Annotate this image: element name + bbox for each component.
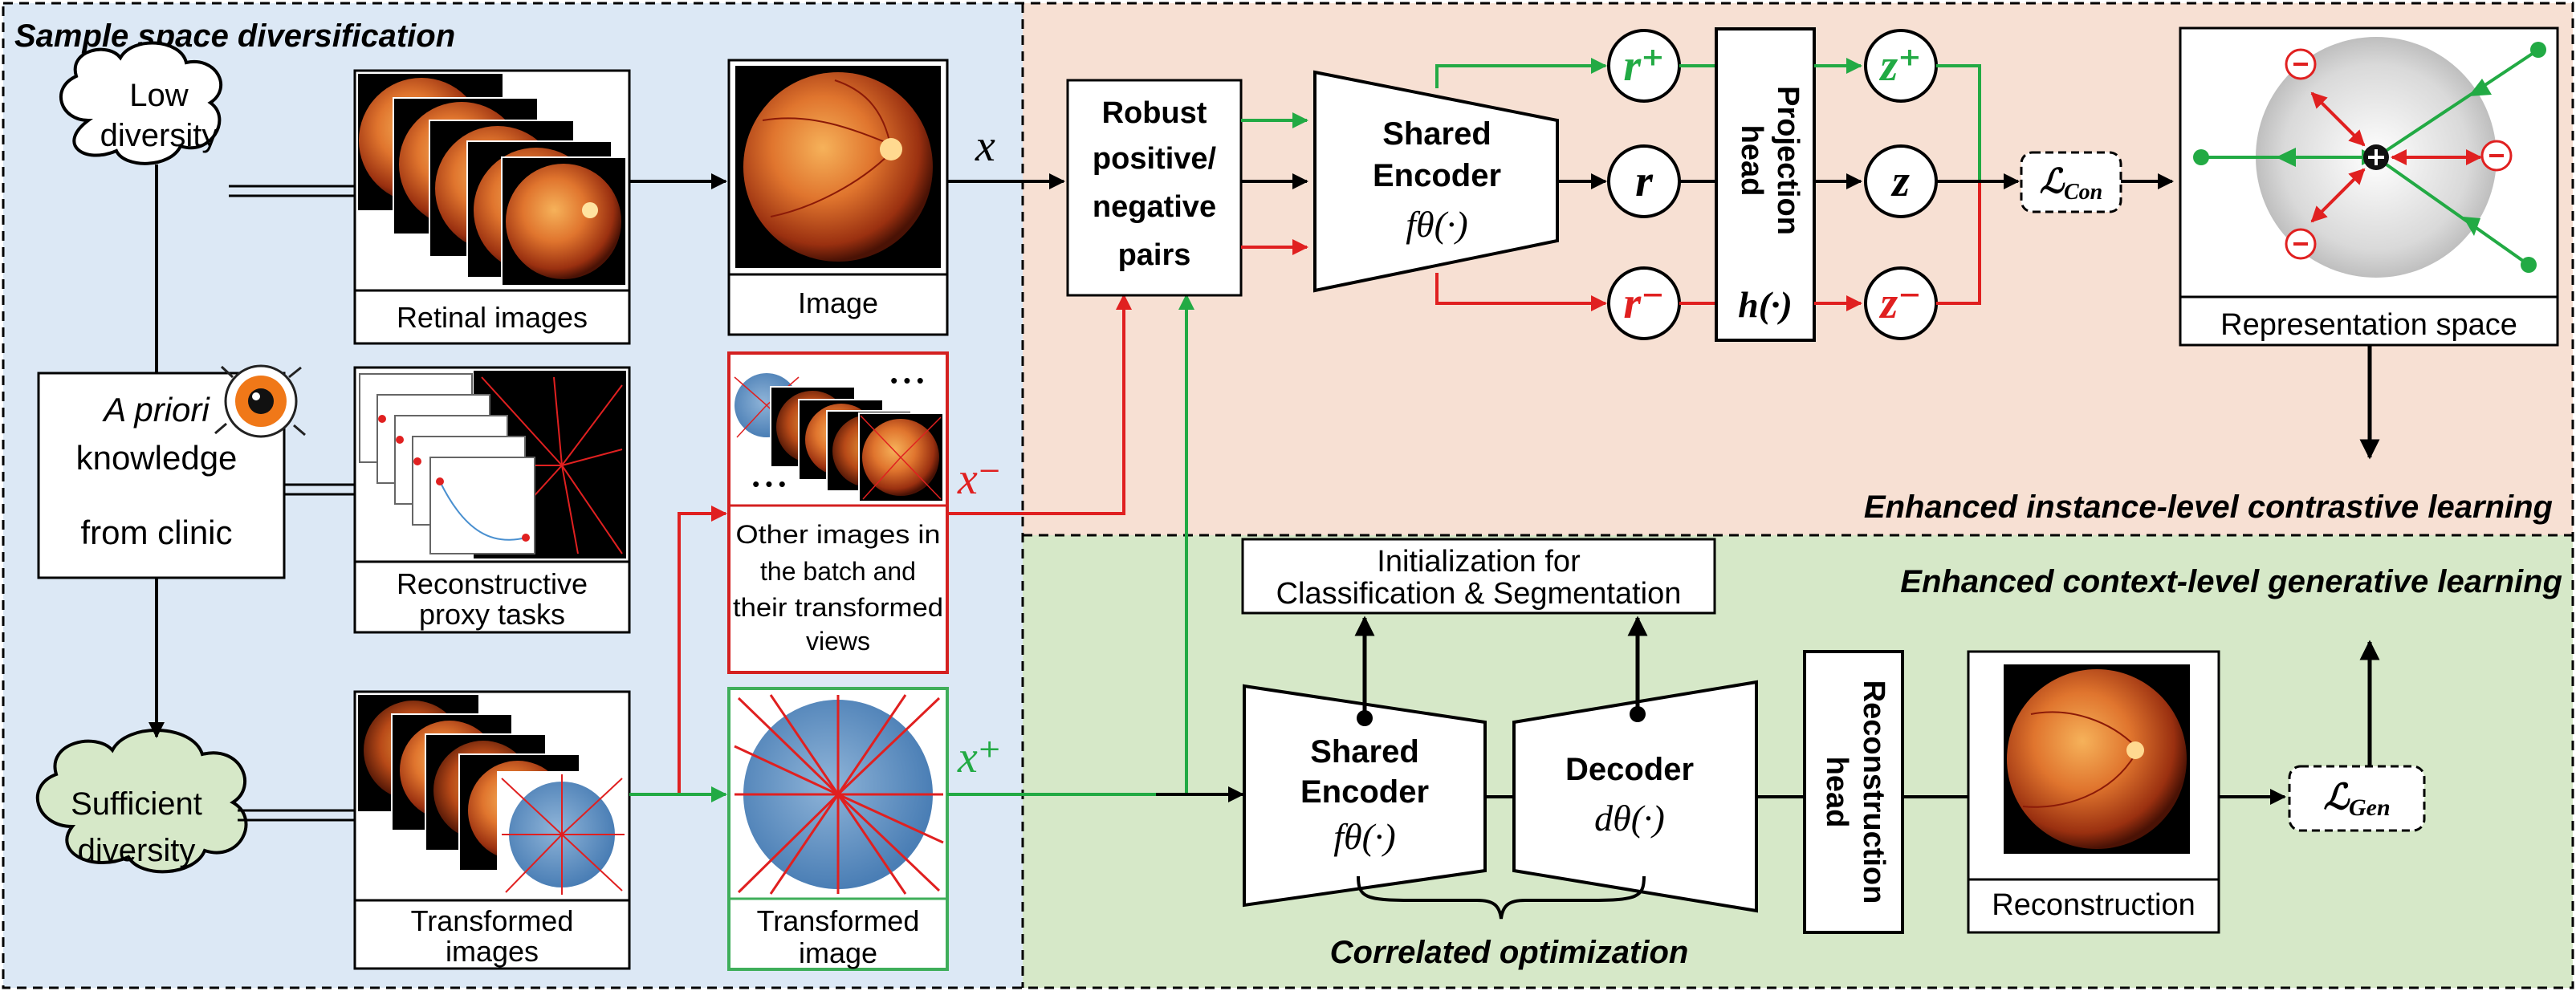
x-label: x [975, 121, 995, 171]
loss-con-label: ℒCon [2040, 164, 2103, 205]
loss-gen-label: ℒGen [2323, 778, 2390, 821]
sample-space-title: Sample space diversification [14, 18, 455, 54]
reconstruction-card: Reconstruction [1967, 650, 2220, 934]
sufficient-diversity-line2: diversity [78, 833, 196, 868]
ellipsis-bottom: • • • [752, 472, 786, 496]
transformed-images-caption-line1: Transformed [411, 904, 574, 937]
correlated-optimization-label: Correlated optimization [1330, 935, 1689, 970]
decoder-label: Decoder [1565, 752, 1694, 787]
reconstructive-caption-line2: proxy tasks [419, 598, 565, 631]
z-plus-label: z⁺ [1878, 41, 1921, 91]
reconstruction-head-line2: head [1820, 757, 1854, 828]
retinal-stack [358, 74, 627, 286]
shared-encoder-bottom: Shared Encoder fθ(·) [1243, 684, 1487, 908]
shared-encoder-top: Shared Encoder fθ(·) [1313, 70, 1559, 293]
transformed-stack [358, 695, 625, 898]
reconstruction-head-line1: Reconstruction [1857, 680, 1890, 904]
init-line2: Classification & Segmentation [1276, 577, 1682, 611]
r-minus-label: r⁻ [1623, 278, 1664, 328]
other-images-line2: the batch and [760, 557, 916, 586]
projection-head-box: Projection head h(·) [1715, 27, 1816, 342]
decoder: Decoder dθ(·) [1512, 680, 1758, 913]
r-plus-label: r⁺ [1623, 41, 1664, 91]
z-minus-node: z⁻ [1864, 266, 1938, 340]
x-minus-label: x⁻ [957, 454, 1001, 504]
sufficient-diversity-cloud: Sufficient diversity [35, 729, 248, 874]
z-node: z [1864, 144, 1938, 218]
ellipsis-top: • • • [890, 368, 924, 392]
transformed-images-caption-line2: images [446, 935, 539, 968]
encoder-top-func: fθ(·) [1406, 204, 1468, 245]
initialization-box: Initialization for Classification & Segm… [1241, 538, 1716, 615]
low-diversity-cloud: Low diversity [59, 41, 222, 165]
a-priori-italic: A priori [101, 391, 210, 428]
transformed-image-card: Transformed image [727, 687, 949, 971]
other-images-line1: Other images in [736, 520, 941, 549]
encoder-bottom-line1: Shared [1310, 734, 1419, 770]
x-plus-label: x⁺ [957, 733, 1001, 782]
contrastive-loss-box: ℒCon [2020, 151, 2122, 213]
low-diversity-line2: diversity [100, 118, 218, 153]
reconstruction-caption: Reconstruction [1992, 888, 2195, 922]
init-line1: Initialization for [1377, 545, 1581, 579]
r-plus-node: r⁺ [1607, 29, 1681, 103]
reconstruction-head-box: Reconstruction head [1803, 650, 1904, 934]
encoder-bottom-func: fθ(·) [1333, 816, 1396, 857]
projection-line2: head [1735, 125, 1768, 197]
image-card: Image [727, 59, 949, 336]
transformed-image-line1: Transformed [757, 904, 920, 937]
z-label: z [1890, 156, 1910, 206]
instance-level-title: Enhanced instance-level contrastive lear… [1864, 489, 2553, 525]
pairs-line2: positive/ [1093, 142, 1217, 176]
a-priori-line3: from clinic [80, 514, 232, 551]
z-plus-node: z⁺ [1864, 29, 1938, 103]
encoder-top-line2: Encoder [1373, 158, 1501, 193]
pairs-line3: negative [1093, 190, 1216, 224]
reconstructive-caption-line1: Reconstructive [397, 567, 588, 600]
image-caption: Image [798, 286, 878, 319]
generative-loss-box: ℒGen [2288, 765, 2426, 832]
projection-func: h(·) [1738, 284, 1793, 325]
pairs-line1: Robust [1102, 96, 1207, 130]
proxy-tasks-stack [359, 371, 626, 558]
sufficient-diversity-line1: Sufficient [71, 786, 202, 822]
other-images-line3: their transformed [733, 593, 943, 622]
projection-line1: Projection [1771, 86, 1805, 235]
representation-space-caption: Representation space [2220, 308, 2517, 342]
representation-space-card: Representation space [2179, 26, 2559, 347]
other-images-line4: views [806, 627, 870, 656]
r-node: r [1607, 144, 1681, 218]
z-minus-label: z⁻ [1878, 278, 1921, 328]
a-priori-line2: knowledge [76, 439, 238, 477]
correlated-brace [1357, 875, 1646, 920]
other-images-card: • • • • • • Other images in the batch an… [727, 351, 949, 674]
encoder-top-line1: Shared [1382, 116, 1491, 152]
reconstructive-proxy-card: Reconstructive proxy tasks [353, 366, 631, 634]
retinal-images-caption: Retinal images [397, 301, 588, 334]
retinal-images-card: Retinal images [353, 69, 631, 345]
transformed-images-card: Transformed images [353, 690, 631, 970]
r-label: r [1635, 156, 1654, 206]
context-level-title: Enhanced context-level generative learni… [1900, 564, 2562, 599]
low-diversity-line1: Low [129, 78, 188, 113]
r-minus-node: r⁻ [1607, 266, 1681, 340]
encoder-bottom-line2: Encoder [1300, 774, 1429, 810]
eye-icon [214, 364, 306, 438]
pairs-line4: pairs [1118, 238, 1191, 272]
robust-pairs-box: Robust positive/ negative pairs [1066, 79, 1243, 297]
transformed-image-line2: image [799, 936, 877, 969]
decoder-func: dθ(·) [1594, 798, 1665, 839]
